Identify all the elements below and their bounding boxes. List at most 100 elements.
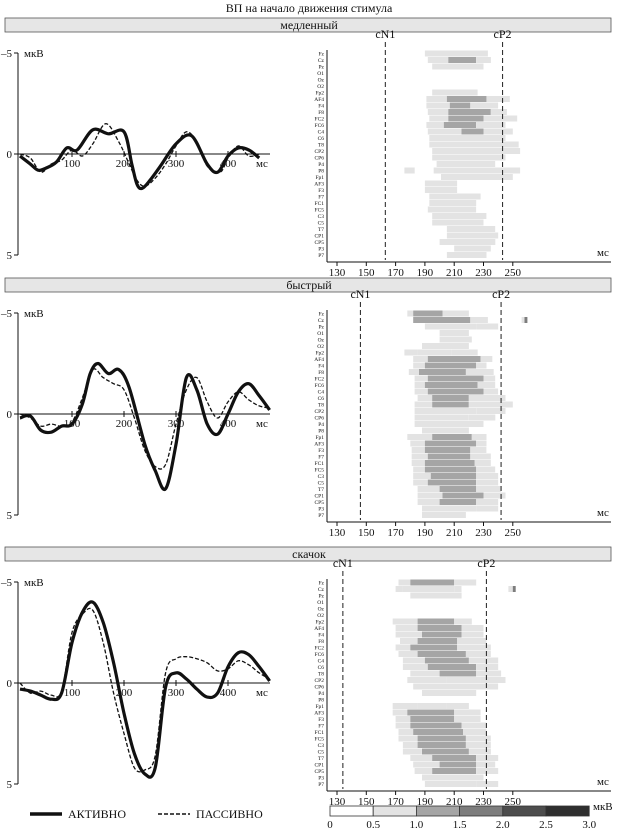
map-cell <box>429 141 519 148</box>
map-cell <box>410 722 462 729</box>
map-channel-label: P4 <box>318 422 324 428</box>
map-cell <box>470 453 491 460</box>
map-cell <box>407 709 455 716</box>
map-cell <box>461 722 487 729</box>
map-channel-label: FC6 <box>315 123 325 129</box>
map-cell <box>410 670 440 677</box>
map-cell <box>483 115 518 122</box>
map-x-tick-label: 130 <box>329 527 346 539</box>
map-channel-label: Fp1 <box>315 175 324 181</box>
map-cell <box>524 317 528 323</box>
map-cell <box>427 57 449 63</box>
map-channel-label: AF4 <box>314 357 324 363</box>
colorbar-tick-label: 2.0 <box>496 819 510 831</box>
map-cell <box>441 174 513 180</box>
map-cell <box>414 408 477 414</box>
map-channel-label: P8 <box>318 169 324 175</box>
map-cell <box>422 505 477 512</box>
map-x-tick-label: 210 <box>446 527 463 539</box>
map-cell <box>422 631 462 638</box>
map-channel-label: F3 <box>318 448 324 454</box>
legend-passive-label: ПАССИВНО <box>196 807 263 821</box>
map-cell <box>432 401 469 408</box>
map-cell <box>424 460 475 466</box>
map-cell <box>424 362 477 369</box>
legend: АКТИВНО ПАССИВНО <box>30 807 263 821</box>
map-cell <box>476 479 499 486</box>
map-cell <box>424 382 478 388</box>
map-channel-label: Oz <box>318 338 325 344</box>
erp-time-unit: мс <box>256 158 268 170</box>
map-cell <box>417 486 440 492</box>
marker-cp2-label: cP2 <box>477 556 495 570</box>
map-channel-label: O2 <box>317 344 324 350</box>
map-cell <box>432 755 477 761</box>
map-cell <box>476 486 502 492</box>
map-channel-label: FC1 <box>315 461 325 467</box>
map-cell <box>508 586 513 592</box>
map-cell <box>461 631 484 638</box>
map-channel-label: C5 <box>318 750 325 756</box>
map-x-tick-label: 190 <box>417 796 434 808</box>
marker-cp2-label: cP2 <box>492 287 510 301</box>
map-cell <box>417 735 466 742</box>
erp-unit-label: мкВ <box>24 308 44 320</box>
map-cell <box>476 664 499 670</box>
map-channel-label: Pz <box>319 325 325 331</box>
map-cell <box>392 709 408 716</box>
map-x-tick-label: 150 <box>358 527 375 539</box>
map-channel-label: CP2 <box>315 678 325 684</box>
map-channel-label: Fp2 <box>315 351 324 357</box>
map-channel-label: C5 <box>318 221 325 227</box>
map-channel-label: FC2 <box>315 117 325 123</box>
map-cell <box>461 128 484 135</box>
map-channel-label: F7 <box>318 724 324 730</box>
colorbar-tick-label: 1.0 <box>410 819 424 831</box>
map-cell <box>410 755 433 761</box>
map-channel-label: C4 <box>318 659 325 665</box>
map-cell <box>402 586 455 592</box>
map-cell <box>422 774 462 781</box>
colorbar-unit: мкВ <box>593 801 613 813</box>
erp-x-tick-label: 300 <box>168 158 185 170</box>
map-cell <box>424 781 477 787</box>
map-channel-label: O1 <box>317 71 324 77</box>
map-channel-label: CP5 <box>315 240 325 246</box>
map-x-tick-label: 190 <box>417 527 434 539</box>
map-cell <box>414 375 428 382</box>
erp-y-tick-label: 5 <box>7 779 13 791</box>
map-cell <box>468 401 513 408</box>
map-cell <box>439 336 472 343</box>
map-channel-label: AF4 <box>314 97 324 103</box>
map-cell <box>439 486 477 492</box>
legend-active-label: АКТИВНО <box>68 807 126 821</box>
colorbar-tick-label: 2.5 <box>539 819 553 831</box>
map-cell <box>407 677 447 683</box>
map-cell <box>470 447 487 453</box>
map-cell <box>439 499 477 505</box>
map-channel-label: O1 <box>317 331 324 337</box>
erp-series-passive <box>19 607 270 773</box>
map-cell <box>417 703 447 709</box>
map-cell <box>413 310 443 317</box>
map-channel-label: P7 <box>318 782 324 788</box>
map-cell <box>448 57 477 63</box>
map-channel-label: Fz <box>319 312 325 318</box>
map-channel-label: C3 <box>318 214 325 220</box>
map-x-tick-label: 250 <box>505 267 522 279</box>
map-cell <box>476 505 499 512</box>
map-cell <box>476 440 487 447</box>
erp-x-tick-label: 100 <box>64 687 81 699</box>
map-cell <box>410 644 458 651</box>
map-cell <box>432 154 506 161</box>
map-cell <box>454 245 491 252</box>
map-channel-label: Pz <box>319 594 325 600</box>
map-cell <box>512 586 516 592</box>
map-channel-label: T8 <box>318 403 324 409</box>
map-cell <box>476 755 499 761</box>
map-cell <box>417 742 466 748</box>
map-channel-label: P7 <box>318 513 324 519</box>
erp-unit-label: мкВ <box>24 48 44 60</box>
map-channel-label: F4 <box>318 364 324 370</box>
